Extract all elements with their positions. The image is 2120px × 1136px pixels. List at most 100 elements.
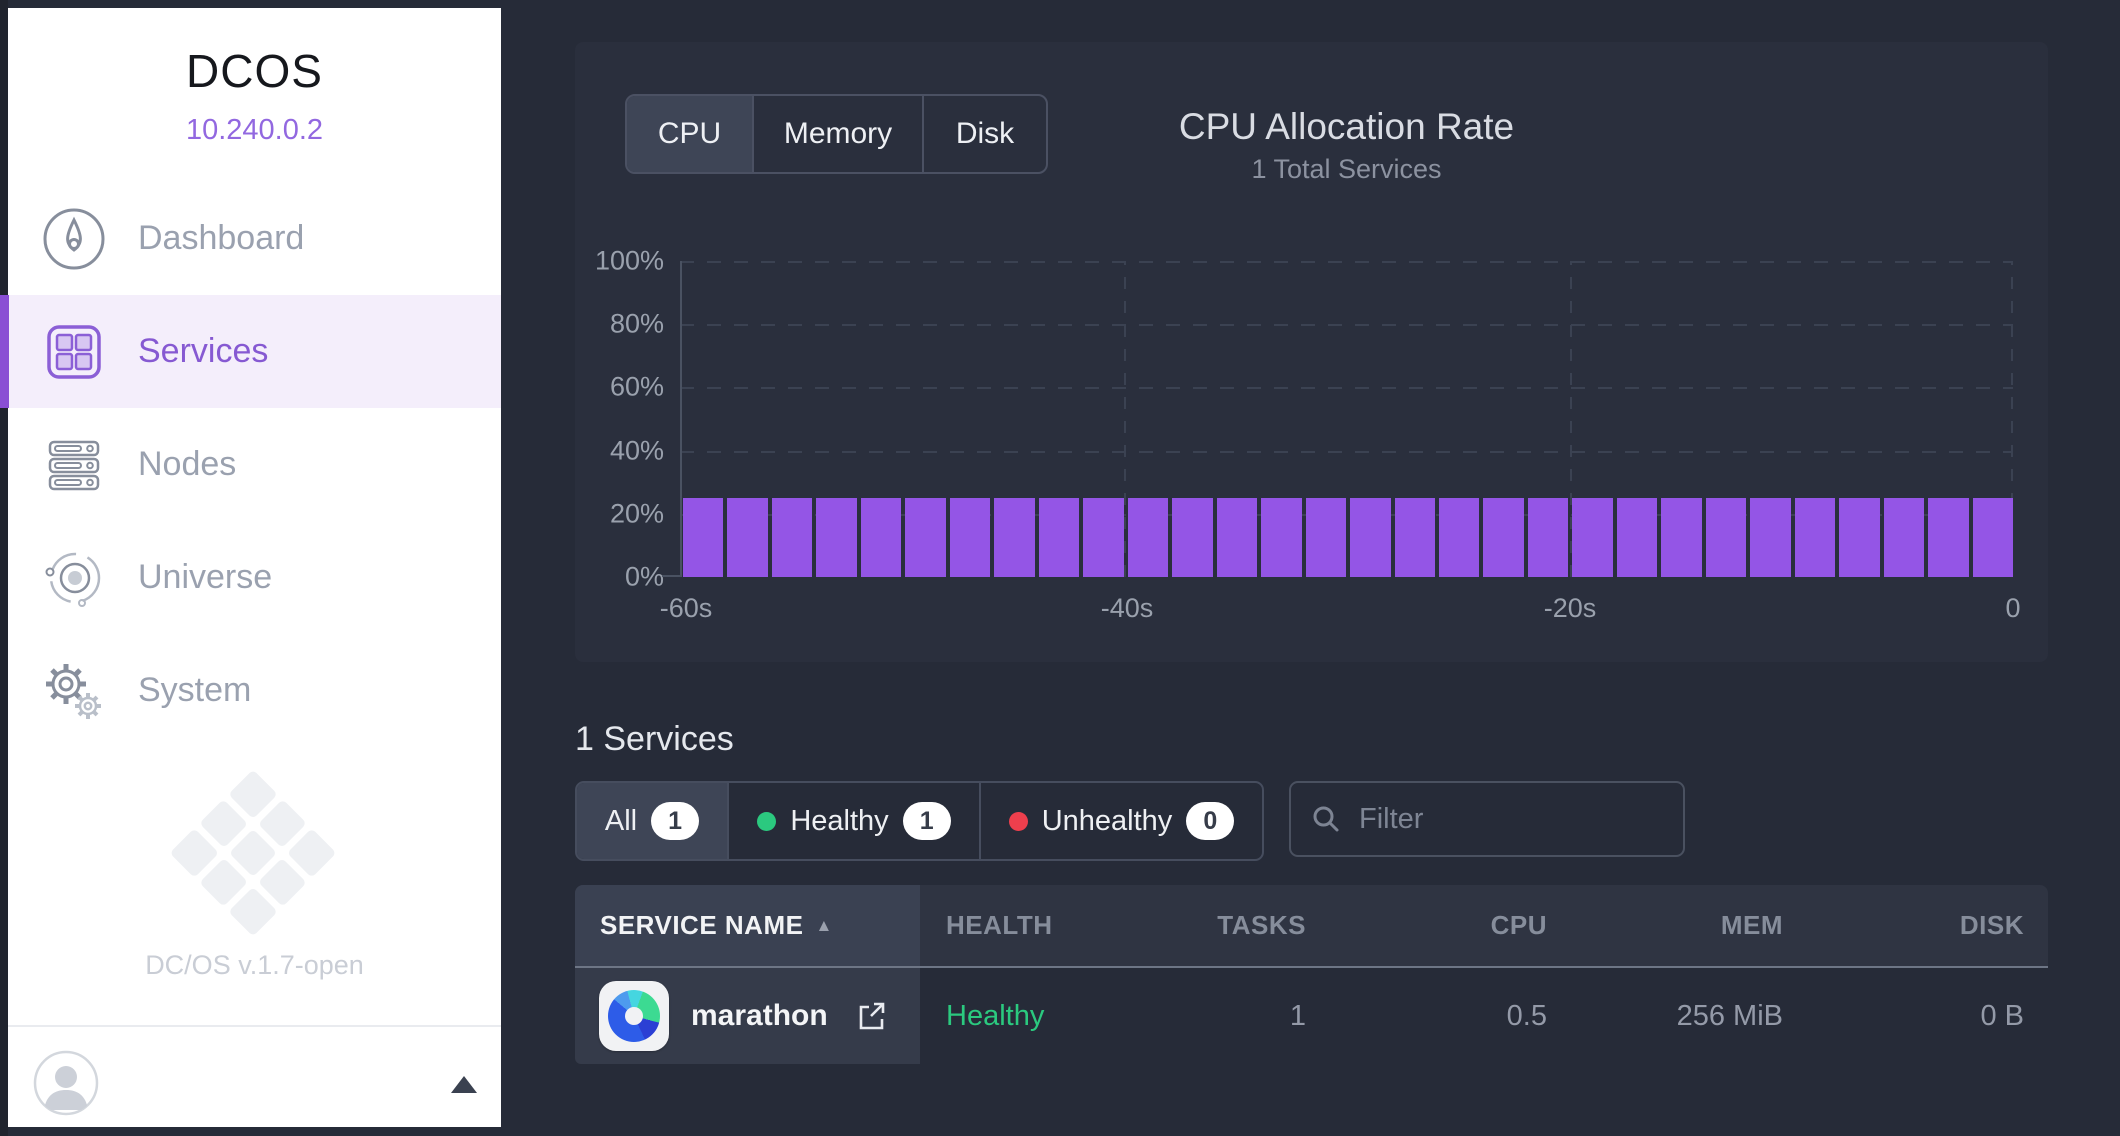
tab-cpu[interactable]: CPU — [627, 96, 754, 172]
chart-subtitle: 1 Total Services — [1251, 154, 1442, 184]
x-axis-label: 0 — [2005, 593, 2021, 623]
version-label: DC/OS v.1.7-open — [145, 950, 364, 980]
gauge-icon — [42, 207, 106, 271]
sidebar-divider — [8, 1025, 501, 1027]
services-table: SERVICE NAME ▲ HEALTH TASKS CPU MEM DISK… — [575, 885, 2048, 1064]
gears-icon — [42, 659, 106, 723]
chart-bar — [1883, 498, 1925, 577]
x-axis-label: -60s — [659, 593, 713, 623]
sidebar-item-label: Services — [138, 332, 269, 370]
gridline — [680, 514, 2013, 516]
external-link-icon[interactable] — [854, 999, 888, 1033]
gridline — [680, 451, 2013, 453]
column-header-cpu[interactable]: CPU — [1490, 910, 1547, 940]
resource-tabs: CPU Memory Disk — [625, 94, 1048, 174]
service-name: marathon — [691, 999, 828, 1032]
filter-input[interactable] — [1357, 801, 1738, 837]
y-axis-label: 20% — [609, 498, 664, 529]
chart-bar — [816, 498, 857, 577]
gridline — [680, 324, 2013, 326]
chart-bar — [1616, 498, 1658, 577]
chart-bar — [1083, 498, 1124, 577]
tab-disk[interactable]: Disk — [955, 117, 1015, 150]
chart-header: CPU Allocation Rate 1 Total Services — [680, 106, 2013, 185]
search-icon — [1311, 804, 1341, 834]
health-value: Healthy — [946, 999, 1045, 1032]
chart-bar — [727, 498, 768, 577]
tab-memory[interactable]: Memory — [754, 96, 924, 172]
chart-bar — [1705, 498, 1747, 577]
chart-panel: CPU Memory Disk CPU Allocation Rate 1 To… — [575, 42, 2048, 662]
column-header-disk[interactable]: DISK — [1959, 910, 2024, 940]
filter-unhealthy[interactable]: Unhealthy 0 — [981, 783, 1262, 859]
chart-bar — [1527, 498, 1569, 577]
chart-bar — [771, 498, 813, 577]
unhealthy-dot-icon — [1008, 811, 1028, 831]
sidebar-item-label: Dashboard — [138, 219, 305, 257]
sidebar-item-label: Universe — [138, 558, 273, 596]
mem-value: 256 MiB — [1676, 999, 1783, 1032]
chart-bar — [1038, 498, 1080, 577]
planet-icon — [42, 546, 106, 610]
marathon-logo-icon — [599, 981, 669, 1051]
chart-bar — [683, 498, 724, 577]
collapse-sidebar-triangle-icon[interactable] — [451, 1076, 477, 1093]
column-header-health[interactable]: HEALTH — [946, 910, 1053, 940]
chart-bar — [1794, 498, 1836, 577]
dcos-logo: DCOS — [186, 45, 323, 97]
sort-asc-icon: ▲ — [815, 915, 833, 935]
sidebar-item-dashboard[interactable]: Dashboard — [8, 182, 501, 295]
count-badge: 1 — [902, 802, 951, 840]
filter-healthy[interactable]: Healthy 1 — [729, 783, 981, 859]
sidebar-item-label: Nodes — [138, 445, 237, 483]
sidebar-item-services[interactable]: Services — [0, 295, 501, 408]
chart-bar — [905, 498, 946, 577]
chart-bar — [1928, 498, 1969, 577]
chart-bar — [1305, 498, 1347, 577]
grid-icon — [42, 320, 106, 384]
y-axis-label: 80% — [609, 308, 664, 339]
table-header-divider — [575, 966, 2048, 968]
gridline — [2011, 261, 2013, 577]
chart-bar — [1261, 498, 1302, 577]
sidebar-item-nodes[interactable]: Nodes — [8, 408, 501, 521]
services-heading: 1 Services — [575, 720, 734, 758]
chart-bar — [949, 498, 991, 577]
chart-bar — [1127, 498, 1169, 577]
count-badge: 0 — [1186, 802, 1235, 840]
gridline — [1124, 261, 1126, 577]
column-header-tasks[interactable]: TASKS — [1217, 910, 1306, 940]
user-avatar[interactable] — [33, 1050, 99, 1116]
column-header-mem[interactable]: MEM — [1720, 910, 1783, 940]
filter-label: Unhealthy — [1041, 804, 1173, 837]
gridline — [680, 387, 2013, 389]
chart-bar — [1661, 498, 1702, 577]
sidebar-item-system[interactable]: System — [8, 634, 501, 747]
sidebar-item-label: System — [138, 671, 252, 709]
healthy-dot-icon — [757, 811, 777, 831]
gridline — [1570, 261, 1572, 577]
table-header: SERVICE NAME ▲ HEALTH TASKS CPU MEM DISK — [575, 885, 2048, 966]
cpu-value: 0.5 — [1506, 999, 1547, 1032]
filter-label: Healthy — [790, 804, 889, 837]
bars — [683, 261, 2014, 577]
chart-bar — [1438, 498, 1480, 577]
chart-bar — [1350, 498, 1391, 577]
chart-bar — [1750, 498, 1791, 577]
filter-label: All — [604, 804, 638, 837]
gridline — [680, 261, 2013, 263]
chart-bar — [1572, 498, 1613, 577]
sidebar-item-universe[interactable]: Universe — [8, 521, 501, 634]
tasks-value: 1 — [1289, 999, 1306, 1032]
chart-bar — [1394, 498, 1435, 577]
chart-title: CPU Allocation Rate — [1178, 106, 1515, 147]
chart-bar — [860, 498, 902, 577]
column-header-service-name[interactable]: SERVICE NAME ▲ — [575, 885, 920, 966]
dcos-watermark-logo — [169, 769, 337, 937]
filter-all[interactable]: All 1 — [577, 783, 729, 859]
chart-bar — [1972, 498, 2014, 577]
servers-icon — [42, 433, 106, 497]
table-row[interactable]: marathon Healthy 1 0.5 256 MiB 0 B — [575, 968, 2048, 1064]
y-axis-label: 60% — [609, 371, 664, 402]
